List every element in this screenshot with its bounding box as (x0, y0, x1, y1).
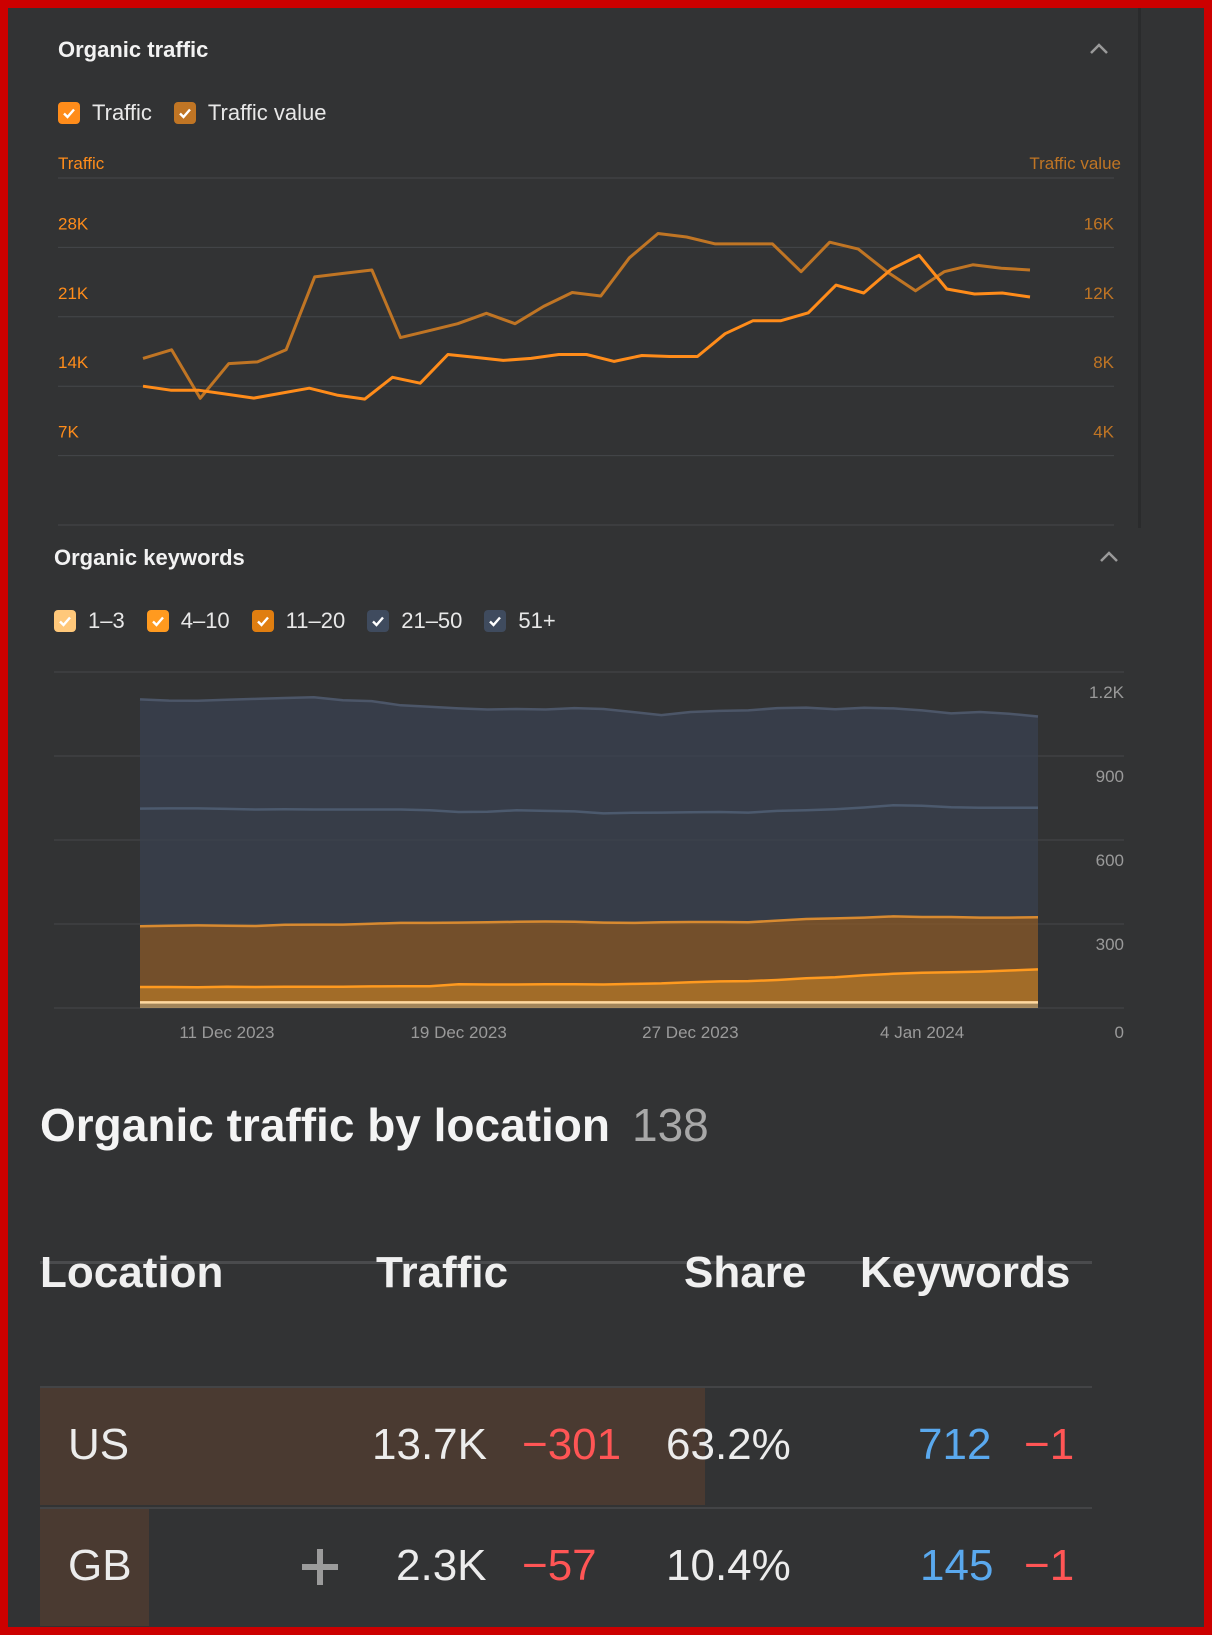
range-legend-label: 4–10 (180, 608, 230, 633)
header-divider (40, 1386, 1092, 1388)
x-tick-label: 4 Jan 2024 (880, 1023, 964, 1042)
range-legend-label: 11–20 (285, 608, 346, 633)
scrollbar[interactable] (1138, 8, 1141, 528)
traffic-change-gb: −57 (522, 1541, 597, 1590)
range-checkbox-2[interactable] (251, 610, 274, 632)
collapse-keywords-chevron-up-icon[interactable] (1098, 546, 1120, 568)
left-axis-title: Traffic (58, 154, 105, 173)
row-divider (40, 1507, 1092, 1509)
y-tick-label: 600 (1096, 851, 1124, 870)
keywords-change-us: −1 (1024, 1420, 1075, 1469)
x-tick-label: 27 Dec 2023 (642, 1023, 738, 1042)
range-legend-label: 51+ (518, 608, 556, 633)
traffic-us: 13.7K (372, 1420, 487, 1469)
collapse-traffic-chevron-up-icon[interactable] (1088, 38, 1110, 60)
share-us: 63.2% (666, 1420, 791, 1469)
keywords-gb[interactable]: 145 (920, 1541, 994, 1590)
location-count: 138 (632, 1099, 709, 1151)
column-header-keywords[interactable]: Keywords (860, 1248, 1071, 1297)
legend-traffic-label: Traffic (92, 100, 152, 125)
y-tick-label: 0 (1115, 1023, 1124, 1042)
location-us: US (68, 1420, 130, 1469)
range-checkbox-0[interactable] (54, 610, 76, 632)
traffic-gb: 2.3K (396, 1541, 487, 1590)
keywords-legend: 1–3 4–10 11–20 21–50 51+ (54, 608, 578, 634)
range-checkbox-1[interactable] (146, 610, 169, 632)
traffic-change-us: −301 (522, 1420, 622, 1469)
location-section-heading: Organic traffic by location 138 (40, 1098, 709, 1152)
traffic-legend: Traffic Traffic value (58, 100, 349, 126)
expand-plus-icon[interactable] (298, 1545, 342, 1589)
area-1–3 (140, 1002, 1038, 1008)
left-tick-label: 7K (58, 423, 79, 442)
column-header-location[interactable]: Location (40, 1248, 224, 1297)
checkmark-icon (151, 616, 164, 627)
area-11–20 (140, 916, 1038, 988)
left-tick-label: 28K (58, 214, 89, 233)
share-gb: 10.4% (666, 1541, 791, 1590)
range-checkbox-3[interactable] (367, 610, 390, 632)
legend-traffic-value-label: Traffic value (207, 100, 327, 125)
checkmark-icon (489, 616, 502, 627)
area-line-11–20 (139, 915, 1039, 928)
page: Organic traffic Traffic Traffic value Tr… (8, 8, 1204, 1627)
left-tick-label: 14K (58, 353, 89, 372)
keywords-us[interactable]: 712 (918, 1420, 992, 1469)
area-4–10 (140, 969, 1038, 1003)
traffic-checkbox[interactable] (58, 102, 80, 124)
right-tick-label: 16K (1084, 214, 1115, 233)
series-line-traffic (142, 253, 1031, 401)
column-header-traffic[interactable]: Traffic (376, 1248, 509, 1297)
column-header-share[interactable]: Share (684, 1248, 807, 1297)
y-tick-label: 900 (1096, 767, 1124, 786)
y-tick-label: 1.2K (1089, 683, 1125, 702)
x-tick-label: 11 Dec 2023 (179, 1023, 274, 1042)
area-line-4–10 (140, 968, 1039, 989)
organic-traffic-title: Organic traffic (58, 37, 209, 62)
y-tick-label: 300 (1096, 935, 1124, 954)
area-21–50 (140, 805, 1038, 927)
series-line-traffic-value (142, 232, 1031, 400)
location-gb: GB (68, 1541, 132, 1590)
share-bar-us (40, 1388, 705, 1505)
range-legend-label: 21–50 (401, 608, 463, 633)
left-tick-label: 21K (58, 284, 89, 303)
table-top-divider (40, 1261, 1092, 1264)
checkmark-icon (372, 616, 385, 627)
organic-traffic-chart: 7K 14K 21K 28K 4K 8K 12K 16K (58, 177, 1115, 526)
traffic-value-checkbox[interactable] (173, 102, 196, 124)
right-tick-label: 8K (1093, 353, 1114, 372)
right-tick-label: 4K (1093, 423, 1114, 442)
location-section-title: Organic traffic by location (40, 1099, 610, 1151)
share-bar-gb (40, 1509, 149, 1626)
checkmark-icon (179, 108, 191, 119)
area-line-51+ (139, 695, 1039, 718)
range-checkbox-4[interactable] (484, 610, 507, 632)
checkmark-icon (63, 108, 75, 119)
x-tick-label: 19 Dec 2023 (410, 1023, 506, 1042)
table-row-us[interactable]: US 13.7K −301 63.2% 712 −1 (40, 1388, 1092, 1505)
right-axis-title: Traffic value (1029, 154, 1121, 173)
organic-keywords-chart: 0 300 600 900 1.2K 11 Dec 2023 19 Dec 2023 27 D… (54, 671, 1125, 1042)
area-51+ (140, 697, 1038, 814)
checkmark-icon (59, 616, 71, 627)
table-row-gb[interactable]: GB 2.3K −57 10.4% 145 −1 (40, 1509, 1092, 1626)
area-line-21–50 (139, 804, 1038, 815)
range-legend-label: 1–3 (88, 608, 125, 633)
right-tick-label: 12K (1084, 284, 1115, 303)
checkmark-icon (256, 616, 269, 627)
keywords-change-gb: −1 (1024, 1541, 1075, 1590)
organic-keywords-title: Organic keywords (54, 545, 245, 570)
